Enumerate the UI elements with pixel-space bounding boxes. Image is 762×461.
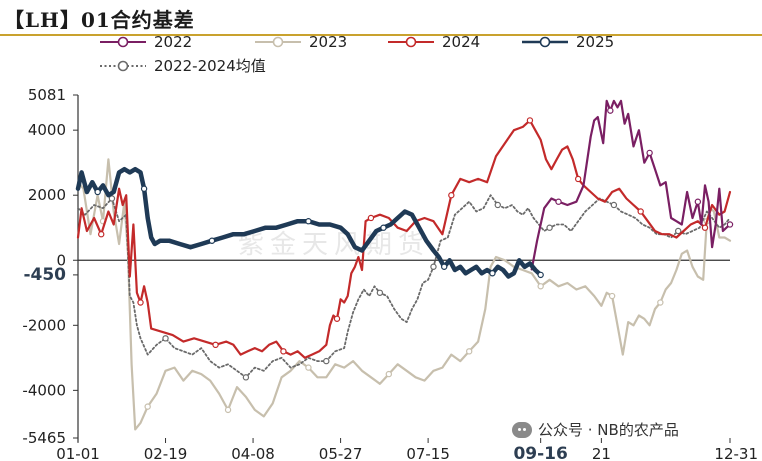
series-marker-2022 — [607, 107, 614, 114]
chart-title: 【LH】01合约基差 — [4, 8, 195, 32]
y-tick-label: -4000 — [22, 381, 66, 399]
series-marker-2025 — [208, 237, 216, 244]
y-tick-label: 0 — [56, 251, 66, 269]
series-marker-2024 — [448, 192, 455, 199]
y-tick-label: 4000 — [28, 121, 66, 139]
series-marker-2022 — [694, 198, 702, 205]
series-marker-2022 — [555, 198, 562, 205]
x-tick-label: 21 — [592, 445, 611, 461]
series-marker-2023 — [537, 283, 544, 290]
series-marker-2024 — [212, 341, 219, 349]
series-marker-2023 — [224, 406, 232, 414]
legend-marker-2024 — [405, 36, 417, 48]
legend-marker-2025 — [539, 36, 551, 48]
x-tick-label: 12-31 — [714, 445, 758, 461]
series-marker-2025 — [140, 185, 148, 192]
series-marker-2024 — [333, 315, 341, 322]
series-marker-2023 — [466, 348, 473, 355]
series-marker-2025 — [440, 263, 448, 270]
header-bar — [0, 0, 762, 36]
x-tick-label: 02-19 — [144, 445, 188, 461]
series-marker-2024 — [701, 224, 709, 231]
series-marker-2024 — [280, 348, 287, 355]
series-marker-2022 — [646, 149, 653, 157]
series-line-2024 — [76, 119, 732, 359]
series-marker-2022-2024均值 — [108, 195, 116, 202]
series-marker-2023 — [385, 370, 393, 378]
title-divider — [0, 34, 762, 36]
series-marker-2022 — [726, 221, 734, 228]
y-tick-label: -2000 — [22, 316, 66, 334]
legend-marker-2023 — [272, 36, 284, 48]
y-tick-label: 5081 — [28, 86, 66, 104]
series-marker-2025 — [94, 188, 101, 196]
series-marker-2025 — [305, 218, 312, 225]
series-marker-2022-2024均值 — [242, 374, 250, 381]
series-line-2022-2024均值 — [77, 194, 731, 379]
y-tick-label: -5465 — [22, 429, 66, 447]
series-marker-2023 — [608, 292, 616, 300]
series-marker-2022-2024均值 — [162, 335, 169, 342]
x-tick-label: 04-08 — [231, 445, 275, 461]
series-marker-2025 — [537, 271, 544, 279]
legend-label-2022: 2022 — [154, 33, 192, 51]
x-tick-label: 05-27 — [319, 445, 363, 461]
wechat-icon — [512, 421, 532, 438]
series-marker-2023 — [657, 299, 664, 306]
series-line-2023 — [76, 158, 732, 431]
series-marker-2023 — [305, 364, 312, 371]
series-line-2022 — [530, 99, 732, 271]
series-marker-2022-2024均值 — [430, 263, 437, 270]
series-marker-2022-2024均值 — [494, 201, 501, 209]
account-watermark: 公众号 · NB的农产品 — [512, 419, 679, 440]
series-marker-2024 — [574, 175, 582, 183]
series-marker-2024 — [137, 299, 144, 306]
series-marker-2022-2024均值 — [674, 227, 682, 235]
legend-marker-2022 — [117, 36, 129, 48]
legend-label-2024: 2024 — [442, 33, 480, 51]
series-marker-2022-2024均值 — [610, 201, 618, 209]
series-marker-2024 — [98, 231, 105, 238]
series-marker-2022-2024均值 — [323, 357, 330, 365]
x-tick-label: 07-15 — [406, 445, 450, 461]
x-tick-label: 09-16 — [513, 444, 567, 461]
x-tick-label: 01-01 — [56, 445, 100, 461]
legend-marker-2022-2024均值 — [117, 60, 129, 72]
legend-label-2022-2024均值: 2022-2024均值 — [154, 57, 266, 75]
series-marker-2025 — [489, 270, 496, 277]
legend-label-2025: 2025 — [576, 33, 614, 51]
series-marker-2024 — [367, 214, 375, 222]
series-marker-2023 — [144, 403, 151, 410]
watermark-text: 公众号 · NB的农产品 — [538, 421, 679, 439]
legend-label-2023: 2023 — [309, 33, 347, 51]
series-marker-2024 — [637, 208, 644, 215]
series-marker-2025 — [380, 224, 387, 231]
background-watermark: 紫金天风期货 — [238, 230, 431, 260]
series-marker-2022-2024均值 — [546, 224, 553, 231]
series-line-2025 — [75, 166, 543, 279]
y-tick-label: 2000 — [28, 186, 66, 204]
y-tick-label: -450 — [23, 265, 66, 285]
series-marker-2022-2024均值 — [376, 289, 384, 296]
series-marker-2024 — [526, 117, 534, 124]
